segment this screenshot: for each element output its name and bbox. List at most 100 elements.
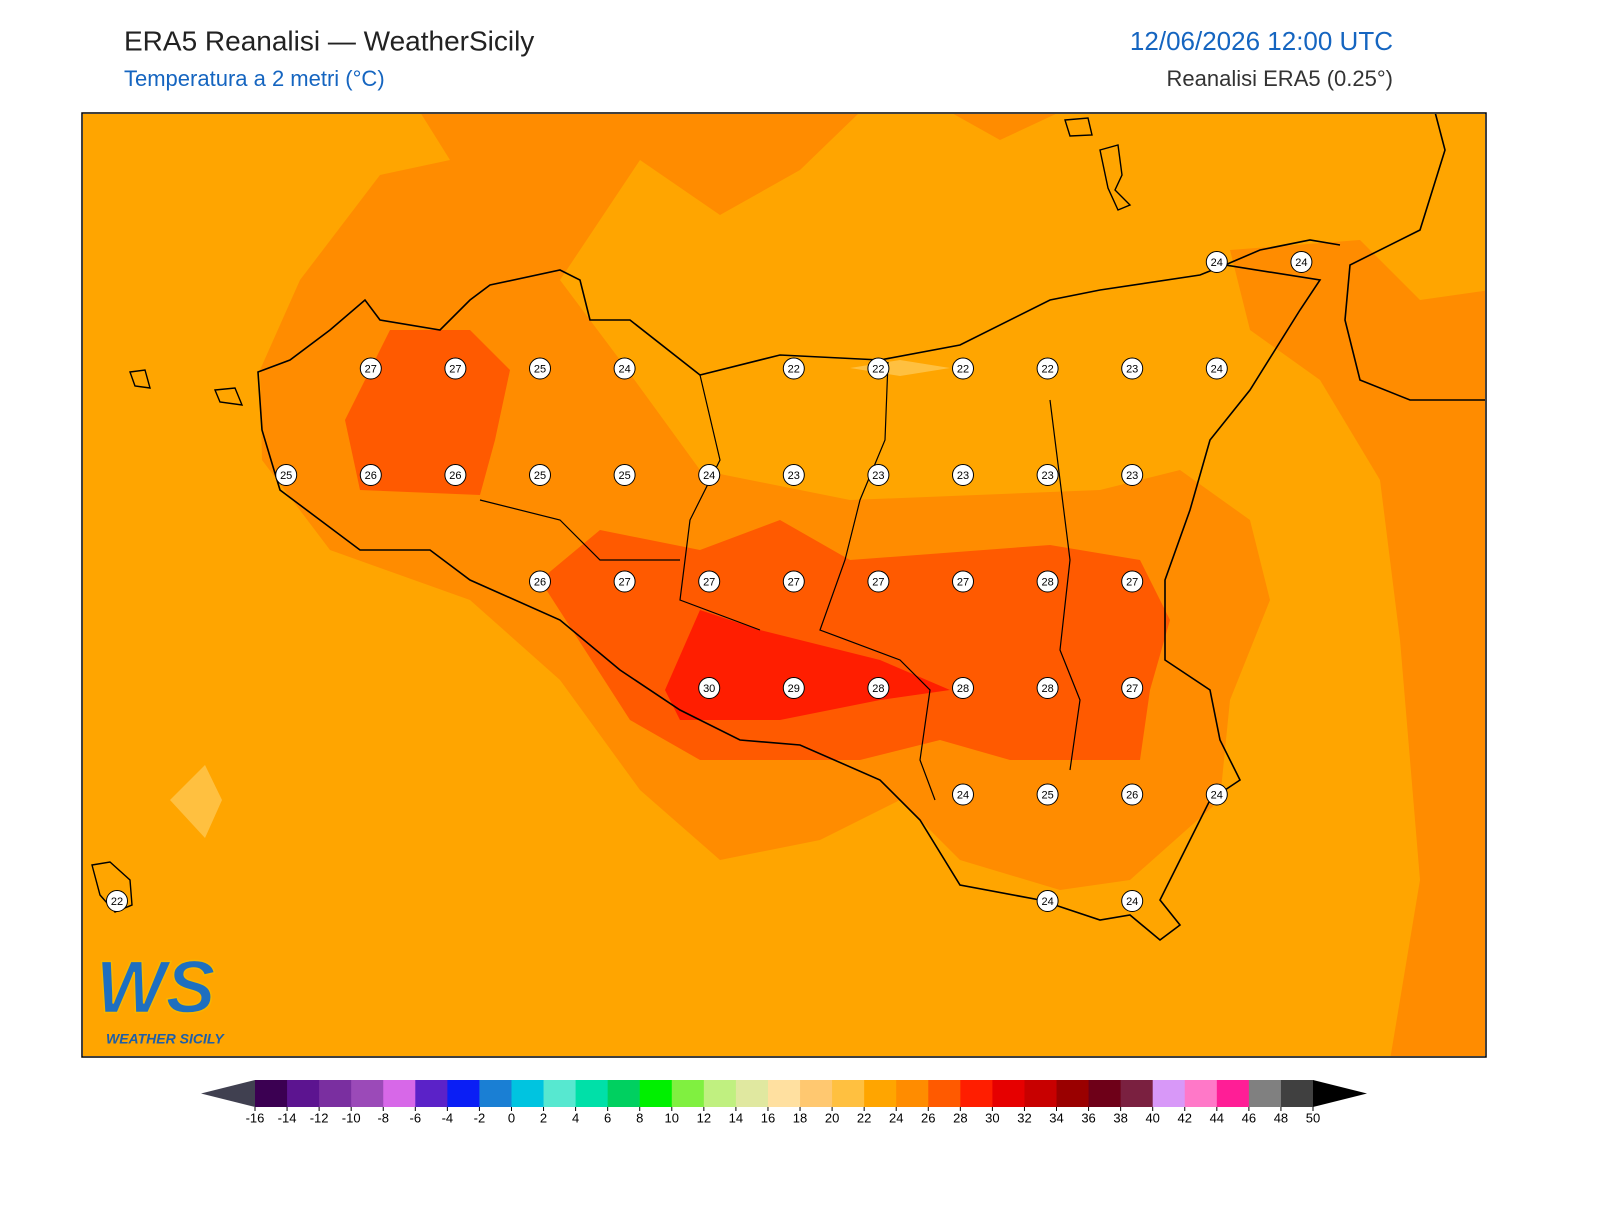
colorbar-segment [1248, 1080, 1282, 1107]
point-marker [529, 464, 551, 486]
point-marker [952, 357, 974, 380]
point-marker [1205, 357, 1228, 380]
colorbar-segment [383, 1080, 416, 1107]
colorbar-over [1313, 1080, 1367, 1107]
colorbar-segment [832, 1080, 865, 1107]
point-value: 25 [618, 470, 630, 482]
colorbar-segment [1120, 1080, 1154, 1107]
logo-name: WEATHER SICILY [106, 1031, 225, 1047]
point-marker [359, 464, 382, 486]
colorbar-tick-label: -14 [278, 1110, 297, 1125]
colorbar-segment [255, 1080, 288, 1107]
field-20-22 [170, 765, 222, 838]
point-value: 27 [703, 576, 715, 588]
colorbar-tick-label: 4 [572, 1110, 579, 1125]
colorbar-segment [415, 1080, 448, 1107]
point-value: 23 [1126, 470, 1138, 482]
colorbar-segment [639, 1080, 673, 1107]
point-value: 28 [872, 683, 884, 695]
point-value: 25 [534, 470, 546, 482]
colorbar-tick-label: 2 [540, 1110, 547, 1125]
point-value: 22 [957, 363, 969, 375]
grid-points: 24 24 27 27 25 24 22 22 22 22 23 24 25 26 26 25 25 24 23 23… [106, 251, 1313, 912]
point-value: 30 [703, 683, 715, 695]
point-value: 27 [449, 363, 461, 375]
point-value: 23 [1126, 363, 1138, 375]
point-value: 26 [1126, 789, 1138, 801]
colorbar-segment [1216, 1080, 1250, 1107]
colorbar-segment [703, 1080, 737, 1107]
colorbar-segment [1024, 1080, 1058, 1107]
point-marker [867, 570, 890, 593]
point-value: 25 [280, 470, 292, 482]
point-marker [444, 357, 467, 380]
point-value: 24 [1211, 363, 1223, 375]
point-value: 22 [111, 896, 123, 908]
point-marker [1290, 251, 1313, 273]
colorbar-tick-label: 24 [889, 1110, 903, 1125]
point-value: 27 [365, 363, 377, 375]
colorbar-segment [800, 1080, 833, 1107]
colorbar-tick-label: 28 [953, 1110, 967, 1125]
colorbar-segment [1088, 1080, 1122, 1107]
source: Reanalisi ERA5 (0.25°) [1167, 66, 1393, 91]
point-marker [275, 464, 298, 486]
point-marker [1036, 890, 1059, 912]
point-value: 28 [957, 683, 969, 695]
colorbar-under [201, 1080, 255, 1107]
datetime: 12/06/2026 12:00 UTC [1130, 26, 1393, 56]
point-marker [613, 570, 636, 593]
island [91, 861, 133, 913]
point-marker [782, 570, 805, 593]
colorbar-segment [928, 1080, 961, 1107]
point-value: 24 [618, 363, 630, 375]
colorbar-tick-label: 10 [665, 1110, 679, 1125]
coastline [257, 264, 1322, 942]
colorbar-segment [1184, 1080, 1218, 1107]
colorbar-tick-label: 20 [825, 1110, 839, 1125]
colorbar-segment [992, 1080, 1025, 1107]
colorbar-tick-label: 34 [1049, 1110, 1063, 1125]
colorbar-tick-label: 46 [1242, 1110, 1256, 1125]
colorbar-tick-label: -4 [442, 1110, 454, 1125]
field-26-28 [345, 330, 510, 495]
point-value: 26 [534, 576, 546, 588]
point-value: 23 [957, 470, 969, 482]
point-value: 27 [1126, 683, 1138, 695]
colorbar-tick-label: -16 [246, 1110, 265, 1125]
colorbar-segment [1152, 1080, 1186, 1107]
point-marker [529, 570, 551, 593]
colorbar-tick-label: 6 [604, 1110, 611, 1125]
point-marker [1121, 357, 1144, 380]
point-value: 27 [788, 576, 800, 588]
colorbar-tick-label: 40 [1145, 1110, 1159, 1125]
point-value: 24 [703, 470, 715, 482]
colorbar-tick-label: 36 [1081, 1110, 1095, 1125]
point-value: 22 [1041, 363, 1053, 375]
colorbar-segment [960, 1080, 993, 1107]
point-value: 25 [1041, 789, 1053, 801]
colorbar-tick-label: 14 [729, 1110, 743, 1125]
point-marker [952, 464, 974, 486]
point-marker [1036, 570, 1059, 593]
point-marker [1205, 251, 1228, 273]
colorbar-segment [671, 1080, 705, 1107]
subtitle: Temperatura a 2 metri (°C) [124, 66, 385, 91]
colorbar-tick-label: -10 [342, 1110, 361, 1125]
colorbar-segment [1280, 1080, 1314, 1107]
point-value: 24 [1295, 257, 1307, 269]
point-marker [698, 570, 721, 593]
colorbar-segment [864, 1080, 897, 1107]
colorbar-segment [767, 1080, 801, 1107]
colorbar-tick-label: -12 [310, 1110, 329, 1125]
point-marker [1121, 890, 1144, 912]
colorbar-tick-label: 26 [921, 1110, 935, 1125]
colorbar: -16 -14 -12 -10 -8 -6 -4 -2 0 2 4 6 8 10 12 14 16 18 20 22 2… [201, 1080, 1367, 1125]
strait-coast [1224, 239, 1341, 266]
point-value: 26 [449, 470, 461, 482]
point-value: 28 [1041, 683, 1053, 695]
colorbar-tick-label: 30 [985, 1110, 999, 1125]
colorbar-tick-label: 18 [793, 1110, 807, 1125]
point-marker [698, 464, 721, 486]
point-value: 27 [872, 576, 884, 588]
